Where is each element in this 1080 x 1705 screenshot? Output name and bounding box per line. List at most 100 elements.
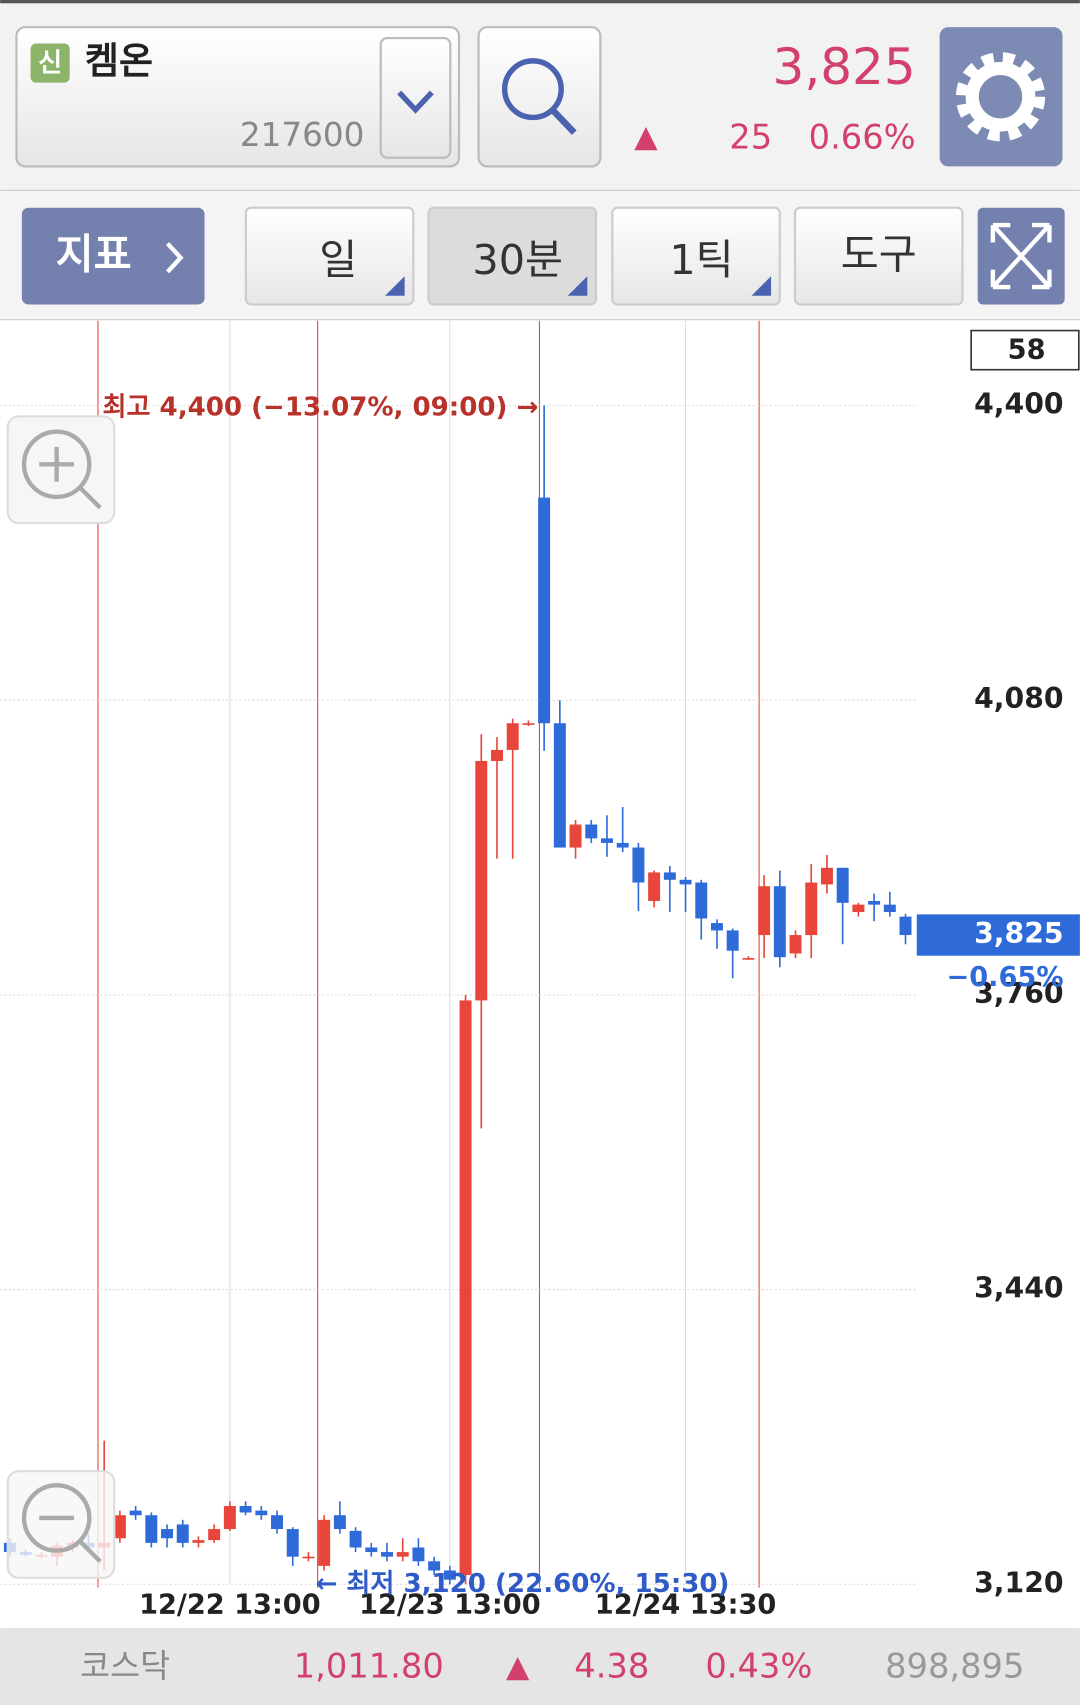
- candle-body: [365, 1547, 378, 1553]
- zoom-in-icon: [21, 429, 92, 500]
- gear-icon: [965, 61, 1036, 132]
- candle-body: [632, 847, 645, 883]
- gear-teeth: [955, 52, 1046, 142]
- index-arrow: ▲: [506, 1650, 530, 1685]
- price: 3,825: [773, 38, 916, 96]
- candle-body: [726, 930, 739, 951]
- search-button[interactable]: [477, 26, 602, 168]
- candle-body: [710, 923, 723, 931]
- index-change-pct: 0.43%: [705, 1647, 812, 1686]
- candle-body: [868, 900, 881, 905]
- change-pct: 0.66%: [809, 118, 916, 157]
- y-tick-label: 3,760: [974, 977, 1063, 1010]
- index-name: 코스닥: [80, 1647, 170, 1685]
- candle-body: [161, 1529, 174, 1539]
- candle-body: [396, 1552, 409, 1557]
- candle-body: [475, 760, 488, 1001]
- candle-body: [491, 749, 503, 761]
- indicator-button[interactable]: [21, 207, 205, 305]
- high-annotation: 최고 4,400 (−13.07%, 09:00) →: [103, 392, 539, 422]
- candle-body: [663, 872, 676, 880]
- candle-body: [553, 723, 566, 848]
- index-value: 1,011.80: [294, 1647, 444, 1686]
- candle-body: [333, 1515, 346, 1530]
- candle-body: [648, 872, 661, 901]
- index-volume: 898,895: [885, 1647, 1024, 1686]
- candle-body: [412, 1547, 425, 1562]
- chevron-icon: [397, 90, 434, 114]
- candle-body: [145, 1515, 158, 1543]
- candle-body: [805, 882, 818, 936]
- period-button[interactable]: [244, 206, 415, 306]
- candle-body: [459, 1000, 472, 1576]
- candle-body: [852, 904, 865, 913]
- settings-button[interactable]: [939, 27, 1063, 167]
- tools-label: 도구: [841, 231, 917, 279]
- candle-body: [679, 879, 692, 885]
- candle-body: [601, 838, 613, 843]
- candle-body: [271, 1515, 283, 1530]
- zoom-out-icon: [21, 1483, 92, 1553]
- change-arrow: ▲: [634, 120, 658, 155]
- stock-name: 켐온: [85, 40, 153, 83]
- stock-code: 217600: [240, 116, 364, 154]
- candle-body: [349, 1530, 362, 1548]
- candle-body: [176, 1524, 189, 1543]
- candle-body: [585, 824, 598, 839]
- candle-body: [239, 1506, 252, 1513]
- low-annotation: ← 최저 3,120 (22.60%, 15:30): [315, 1569, 729, 1599]
- candle-body: [506, 723, 519, 750]
- candle-body: [789, 935, 802, 954]
- candle-body: [569, 824, 582, 848]
- x-tick-label: 12/22 13:00: [139, 1590, 321, 1621]
- y-tick-label: 3,120: [974, 1566, 1063, 1599]
- search-icon: [501, 58, 564, 121]
- count-box: [970, 329, 1080, 371]
- indicator-chevron: [165, 242, 184, 274]
- candle-body: [616, 842, 629, 848]
- index-change: 4.38: [574, 1647, 649, 1686]
- candle-body: [318, 1519, 331, 1566]
- badge-bg: [30, 43, 70, 83]
- indicator-label: 지표: [56, 231, 132, 279]
- top-border: [0, 0, 1080, 4]
- candle-body: [758, 886, 771, 936]
- candle-body: [129, 1510, 142, 1516]
- stock-selector[interactable]: [15, 26, 461, 168]
- button-corner: [385, 276, 405, 296]
- expand-icon: [990, 222, 1052, 290]
- zoom-in-icon: [39, 446, 102, 510]
- badge: 신: [38, 49, 62, 79]
- period-label: 일: [319, 236, 357, 284]
- candle-body: [113, 1515, 126, 1539]
- candle-body: [286, 1529, 299, 1557]
- candle-body: [883, 904, 896, 913]
- last-price-label: 3,825: [974, 917, 1063, 950]
- tools-button[interactable]: [793, 206, 964, 306]
- y-tick-label: 4,400: [974, 388, 1063, 421]
- candle-body: [695, 882, 708, 919]
- y-tick-label: 4,080: [974, 682, 1063, 715]
- candle-body: [443, 1570, 456, 1580]
- tick-label: 1틱: [669, 236, 733, 284]
- zoom-out-icon: [39, 1515, 102, 1564]
- candle-body: [223, 1506, 236, 1530]
- y-tick-label: 3,440: [974, 1272, 1063, 1305]
- candle-body: [538, 497, 551, 724]
- visible-count: 58: [1008, 335, 1046, 366]
- search-icon-handle: [550, 107, 577, 135]
- interval-button[interactable]: [427, 206, 598, 306]
- button-corner: [567, 276, 588, 296]
- last-change-label: −0.65%: [947, 962, 1064, 993]
- candle-body: [522, 723, 535, 725]
- candle-body: [208, 1529, 221, 1541]
- candle-body: [192, 1540, 205, 1543]
- button-corner: [751, 276, 772, 296]
- x-tick-label: 12/24 13:30: [595, 1590, 777, 1621]
- tick-button[interactable]: [611, 206, 781, 306]
- candle-body: [836, 867, 849, 903]
- dropdown-button[interactable]: [379, 36, 452, 159]
- interval-label: 30분: [472, 236, 563, 284]
